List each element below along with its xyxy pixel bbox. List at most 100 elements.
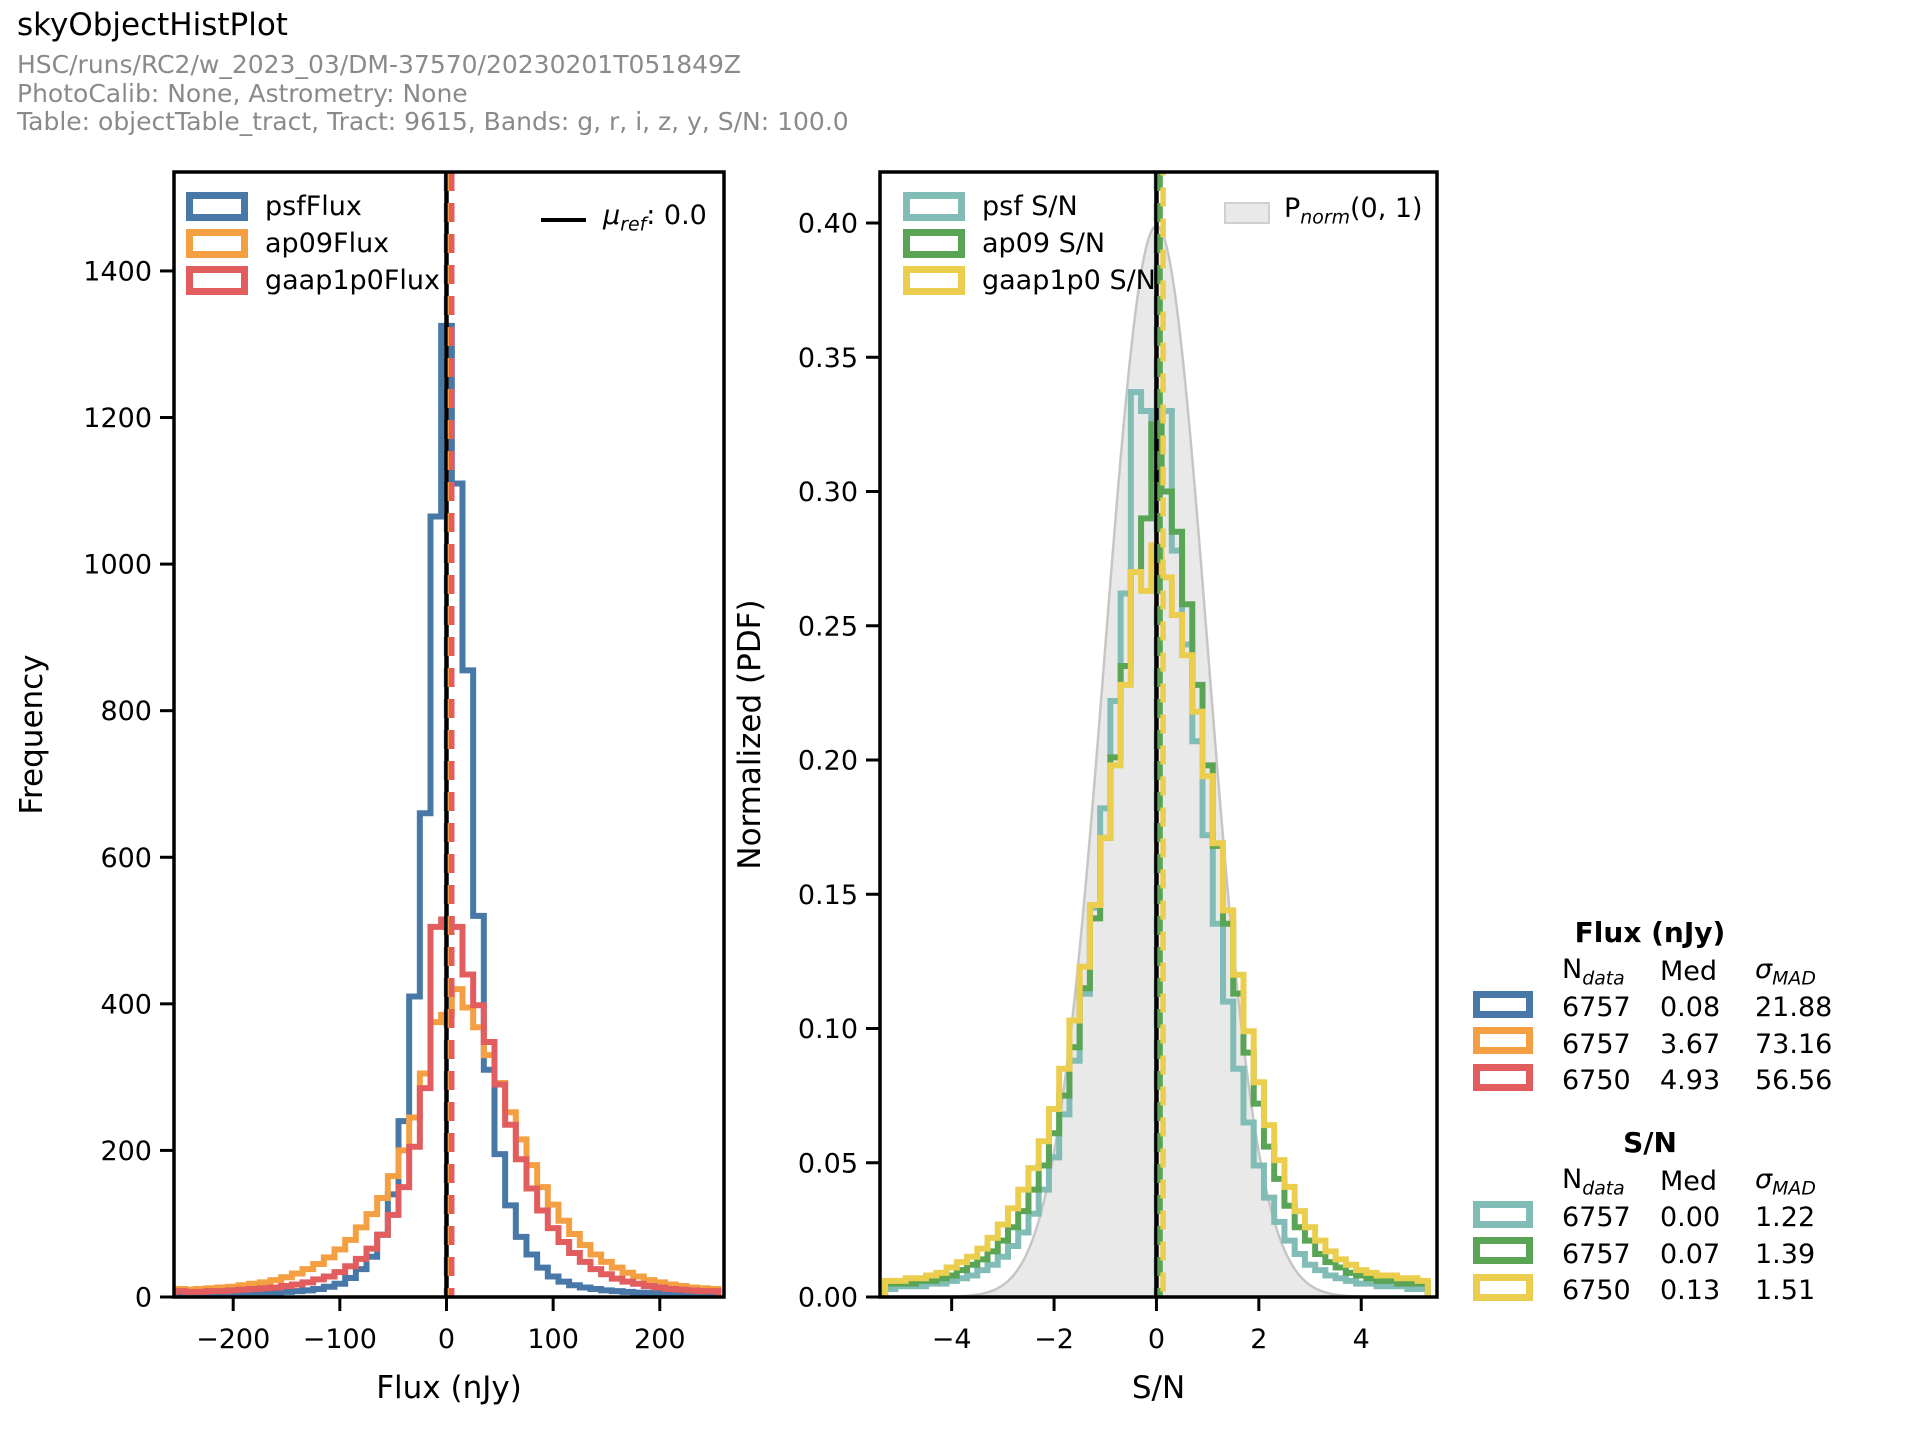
sn-stats-title: S/N [1623, 1126, 1677, 1159]
legend-item-gaap1p0-sn: gaap1p0 S/N [903, 262, 1156, 299]
psf-sn-swatch-icon [903, 192, 965, 221]
psfflux-swatch-icon [1473, 990, 1533, 1018]
ndata-value: 6757 [1562, 1028, 1631, 1060]
median-value: 3.67 [1660, 1028, 1721, 1060]
ndata-value: 6750 [1562, 1065, 1631, 1097]
col-header-ndata: Ndata [1562, 1163, 1625, 1199]
x-axis: −4 −2 0 2 4 [932, 1297, 1370, 1355]
flux-legend: psfFlux ap09Flux gaap1p0Flux [186, 188, 440, 299]
table-row-swatch [1470, 1063, 1562, 1098]
ndata-value: 6757 [1562, 1202, 1631, 1234]
legend-label: ap09Flux [265, 228, 390, 259]
x-tick-label: 4 [1353, 1324, 1370, 1355]
x-tick-label: 0 [438, 1324, 455, 1355]
col-header-ndata: Ndata [1562, 953, 1625, 989]
y-tick-label: 800 [100, 696, 152, 727]
ap09flux-swatch-icon [1473, 1027, 1533, 1055]
sigma-mad-value: 21.88 [1755, 992, 1833, 1024]
x-tick-label: 2 [1250, 1324, 1267, 1355]
flux-stats-block: Flux (nJy) Ndata Med σMAD 6757 0.08 21.8… [1470, 916, 1865, 1099]
x-axis: −200 −100 0 100 200 [196, 1297, 686, 1355]
y-tick-label: 1400 [83, 256, 152, 287]
y-tick-label: 1200 [83, 403, 152, 434]
pnorm-legend: Pnorm(0, 1) [1224, 194, 1423, 232]
sn-legend: psf S/N ap09 S/N gaap1p0 S/N [903, 188, 1156, 299]
axes-spines [172, 170, 726, 1299]
ndata-value: 6750 [1562, 1275, 1631, 1307]
col-header-med: Med [1660, 955, 1718, 987]
y-tick-label: 0.05 [798, 1148, 858, 1179]
legend-item-gaap1p0flux: gaap1p0Flux [186, 262, 440, 299]
median-value: 0.13 [1660, 1275, 1721, 1307]
median-value: 0.08 [1660, 992, 1721, 1024]
table-row-swatch [1470, 990, 1562, 1025]
y-tick-label: 0.25 [798, 611, 858, 642]
y-tick-label: 0.35 [798, 343, 858, 374]
sigma-mad-value: 1.51 [1755, 1275, 1816, 1307]
x-tick-label: −4 [932, 1324, 972, 1355]
pnorm-patch-icon [1224, 202, 1270, 225]
y-tick-label: 0.40 [798, 209, 858, 240]
y-tick-label: 600 [100, 843, 152, 874]
col-header-sigma-mad: σMAD [1755, 1163, 1816, 1199]
flux-histogram-data [174, 172, 722, 1297]
psfflux-swatch-icon [186, 192, 248, 221]
legend-item-ap09flux: ap09Flux [186, 225, 440, 262]
table-row-swatch [1470, 1237, 1562, 1271]
col-header-sigma-mad: σMAD [1755, 953, 1816, 989]
y-tick-label: 0.00 [798, 1283, 858, 1314]
page-title: skyObjectHistPlot [17, 7, 288, 43]
x-axis-label: Flux (nJy) [376, 1370, 522, 1406]
sn-histogram-plot: −4 −2 0 2 40.000.050.100.150.200.250.300.350… [732, 170, 1439, 1406]
median-value: 4.93 [1660, 1065, 1721, 1097]
ap09-sn-swatch-icon [1473, 1237, 1533, 1265]
sigma-mad-value: 1.39 [1755, 1238, 1816, 1270]
sigma-mad-value: 1.22 [1755, 1202, 1816, 1234]
psf-sn-swatch-icon [1473, 1200, 1533, 1228]
y-tick-label: 0.30 [798, 477, 858, 508]
ap09flux-swatch-icon [186, 229, 248, 258]
legend-item-psf-sn: psf S/N [903, 188, 1156, 225]
sigma-mad-value: 56.56 [1755, 1065, 1833, 1097]
flux-histogram-plot: −200 −100 0 100 200 0 200 400 600 800 1000 1200 1400… [14, 170, 726, 1406]
median-value: 0.00 [1660, 1202, 1721, 1234]
y-tick-label: 0.20 [798, 746, 858, 777]
axes-spines [878, 170, 1439, 1299]
x-tick-label: −2 [1034, 1324, 1074, 1355]
ap09-sn-swatch-icon [903, 229, 965, 258]
y-tick-label: 0 [135, 1283, 152, 1314]
y-axis: 0 200 400 600 800 1000 1200 1400 [83, 256, 174, 1314]
flux-stats-title: Flux (nJy) [1574, 916, 1726, 949]
mu-ref-label: μref: 0.0 [603, 200, 707, 236]
x-tick-label: −200 [196, 1324, 270, 1355]
y-tick-label: 200 [100, 1136, 152, 1167]
sn-stats-block: S/N Ndata Med σMAD 6757 0.00 1.22 6757 0… [1470, 1126, 1865, 1309]
mu-ref-legend: μref: 0.0 [541, 201, 707, 239]
figure-header: skyObjectHistPlot HSC/runs/RC2/w_2023_03… [17, 8, 849, 137]
gaap1p0flux-swatch-icon [1473, 1063, 1533, 1091]
x-tick-label: 0 [1148, 1324, 1165, 1355]
pnorm-label: Pnorm(0, 1) [1284, 193, 1423, 229]
sn-histogram-data [880, 172, 1437, 1297]
sigma-mad-value: 73.16 [1755, 1028, 1833, 1060]
gaap1p0-sn-swatch-icon [903, 266, 965, 295]
x-tick-label: −100 [303, 1324, 377, 1355]
mu-ref-line-icon [541, 218, 586, 223]
median-value: 0.07 [1660, 1238, 1721, 1270]
legend-label: gaap1p0 S/N [982, 265, 1156, 296]
y-axis: 0.00 0.05 0.10 0.15 0.20 0.25 0.30 0.35 0.40 [798, 209, 880, 1314]
stats-panel: Flux (nJy) Ndata Med σMAD 6757 0.08 21.8… [1470, 916, 1865, 1309]
gaap1p0-sn-swatch-icon [1473, 1273, 1533, 1301]
x-tick-label: 200 [634, 1324, 686, 1355]
run-collection-line: HSC/runs/RC2/w_2023_03/DM-37570/20230201… [17, 50, 742, 79]
calibration-line: PhotoCalib: None, Astrometry: None [17, 78, 468, 108]
y-tick-label: 400 [100, 989, 152, 1020]
gaap1p0flux-swatch-icon [186, 266, 248, 295]
table-row-swatch [1470, 1200, 1562, 1235]
legend-item-psfflux: psfFlux [186, 188, 440, 225]
x-axis-label: S/N [1132, 1370, 1185, 1406]
table-row-swatch [1470, 1273, 1562, 1308]
y-tick-label: 0.10 [798, 1014, 858, 1045]
legend-label: ap09 S/N [982, 228, 1106, 259]
legend-item-ap09-sn: ap09 S/N [903, 225, 1156, 262]
